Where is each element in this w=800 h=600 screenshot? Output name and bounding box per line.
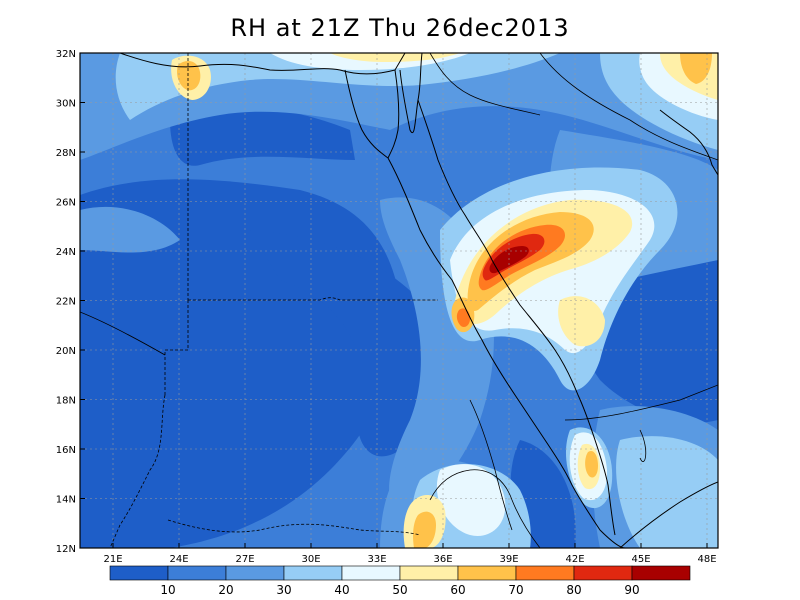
coast-redsea-east bbox=[417, 99, 616, 536]
colorbar-swatch bbox=[225, 565, 285, 581]
lat-tick-label: 20N bbox=[56, 346, 76, 357]
contour-70-ne bbox=[680, 53, 712, 84]
lat-tick-label: 30N bbox=[56, 99, 76, 110]
lat-tick-label: 16N bbox=[56, 445, 76, 456]
colorbar-label: 50 bbox=[392, 583, 407, 597]
border-chad-sudan bbox=[109, 394, 166, 548]
lon-tick-label: 39E bbox=[499, 554, 518, 565]
colorbar-label: 70 bbox=[508, 583, 523, 597]
lon-tick-label: 33E bbox=[367, 554, 386, 565]
contour-40-se bbox=[616, 436, 718, 548]
contour-70-nw bbox=[177, 60, 201, 91]
colorbar-swatch bbox=[341, 565, 401, 581]
colorbar-label: 40 bbox=[334, 583, 349, 597]
colorbar-label: 20 bbox=[218, 583, 233, 597]
lat-tick-label: 26N bbox=[56, 198, 76, 209]
lon-tick-labels: 21E 24E 27E 30E 33E 36E 39E 42E 45E 48E bbox=[103, 543, 717, 565]
border-sudan-ss bbox=[167, 519, 421, 536]
colorbar-label: 80 bbox=[566, 583, 581, 597]
lat-tick-label: 32N bbox=[56, 49, 76, 60]
colorbar-label: 60 bbox=[450, 583, 465, 597]
coast-sinai bbox=[387, 69, 400, 159]
contour-60-north bbox=[330, 53, 460, 62]
map-title: RH at 21Z Thu 26dec2013 bbox=[230, 14, 570, 42]
coast-redsea-west bbox=[387, 157, 626, 548]
contour-30-nw bbox=[80, 206, 180, 253]
border-saudi-yemen bbox=[564, 384, 718, 421]
coastlines bbox=[119, 53, 718, 548]
borders bbox=[80, 53, 718, 548]
lon-tick-label: 21E bbox=[103, 554, 122, 565]
contour-40-north bbox=[115, 53, 561, 120]
contour-70-s2 bbox=[413, 511, 436, 548]
contour-70-east bbox=[585, 450, 598, 478]
colorbar-swatch bbox=[457, 565, 517, 581]
colorbar-swatch bbox=[109, 565, 169, 581]
border-sudan-eritrea bbox=[469, 399, 513, 531]
lat-tick-label: 12N bbox=[56, 544, 76, 555]
lat-tick-label: 28N bbox=[56, 148, 76, 159]
lon-tick-label: 30E bbox=[301, 554, 320, 565]
border-saudi-iraq bbox=[539, 53, 718, 161]
colorbar-label: 90 bbox=[624, 583, 639, 597]
colorbar-swatch bbox=[573, 565, 633, 581]
contour-dry-central bbox=[170, 106, 355, 166]
colorbar-swatch bbox=[399, 565, 459, 581]
border-egypt-sudan bbox=[188, 297, 438, 301]
contour-80-s bbox=[456, 308, 471, 328]
lat-tick-label: 22N bbox=[56, 297, 76, 308]
lon-tick-label: 36E bbox=[433, 554, 452, 565]
colorbar-swatch bbox=[167, 565, 227, 581]
colorbar-swatch bbox=[515, 565, 575, 581]
lon-tick-label: 48E bbox=[697, 554, 716, 565]
lon-tick-label: 42E bbox=[565, 554, 584, 565]
lat-tick-label: 24N bbox=[56, 247, 76, 258]
contour-60-red-east bbox=[558, 296, 605, 347]
lat-tick-labels: 12N 14N 16N 18N 20N 22N 24N 26N 28N 30N 32N bbox=[56, 49, 85, 555]
colorbar-label: 10 bbox=[160, 583, 175, 597]
lat-tick-label: 18N bbox=[56, 396, 76, 407]
coast-horn bbox=[619, 481, 718, 548]
border-yemen-oman bbox=[639, 429, 647, 462]
lon-tick-label: 24E bbox=[169, 554, 188, 565]
contour-50-south bbox=[436, 464, 506, 536]
colorbar-swatch bbox=[283, 565, 343, 581]
colorbar: 10 20 30 40 50 60 70 80 90 bbox=[109, 565, 691, 597]
lon-tick-label: 27E bbox=[235, 554, 254, 565]
border-jordan bbox=[429, 53, 541, 116]
border-ethiopia bbox=[429, 469, 541, 548]
colorbar-swatch bbox=[631, 565, 691, 581]
coast-gulf-aqaba bbox=[399, 53, 423, 133]
coast-mediterranean bbox=[119, 53, 406, 75]
coast-gulf-suez bbox=[344, 69, 389, 159]
border-libya-chad bbox=[80, 311, 166, 356]
border-libya-sudan bbox=[164, 300, 189, 395]
lat-tick-label: 14N bbox=[56, 495, 76, 506]
colorbar-label: 30 bbox=[276, 583, 291, 597]
lon-tick-label: 45E bbox=[631, 554, 650, 565]
